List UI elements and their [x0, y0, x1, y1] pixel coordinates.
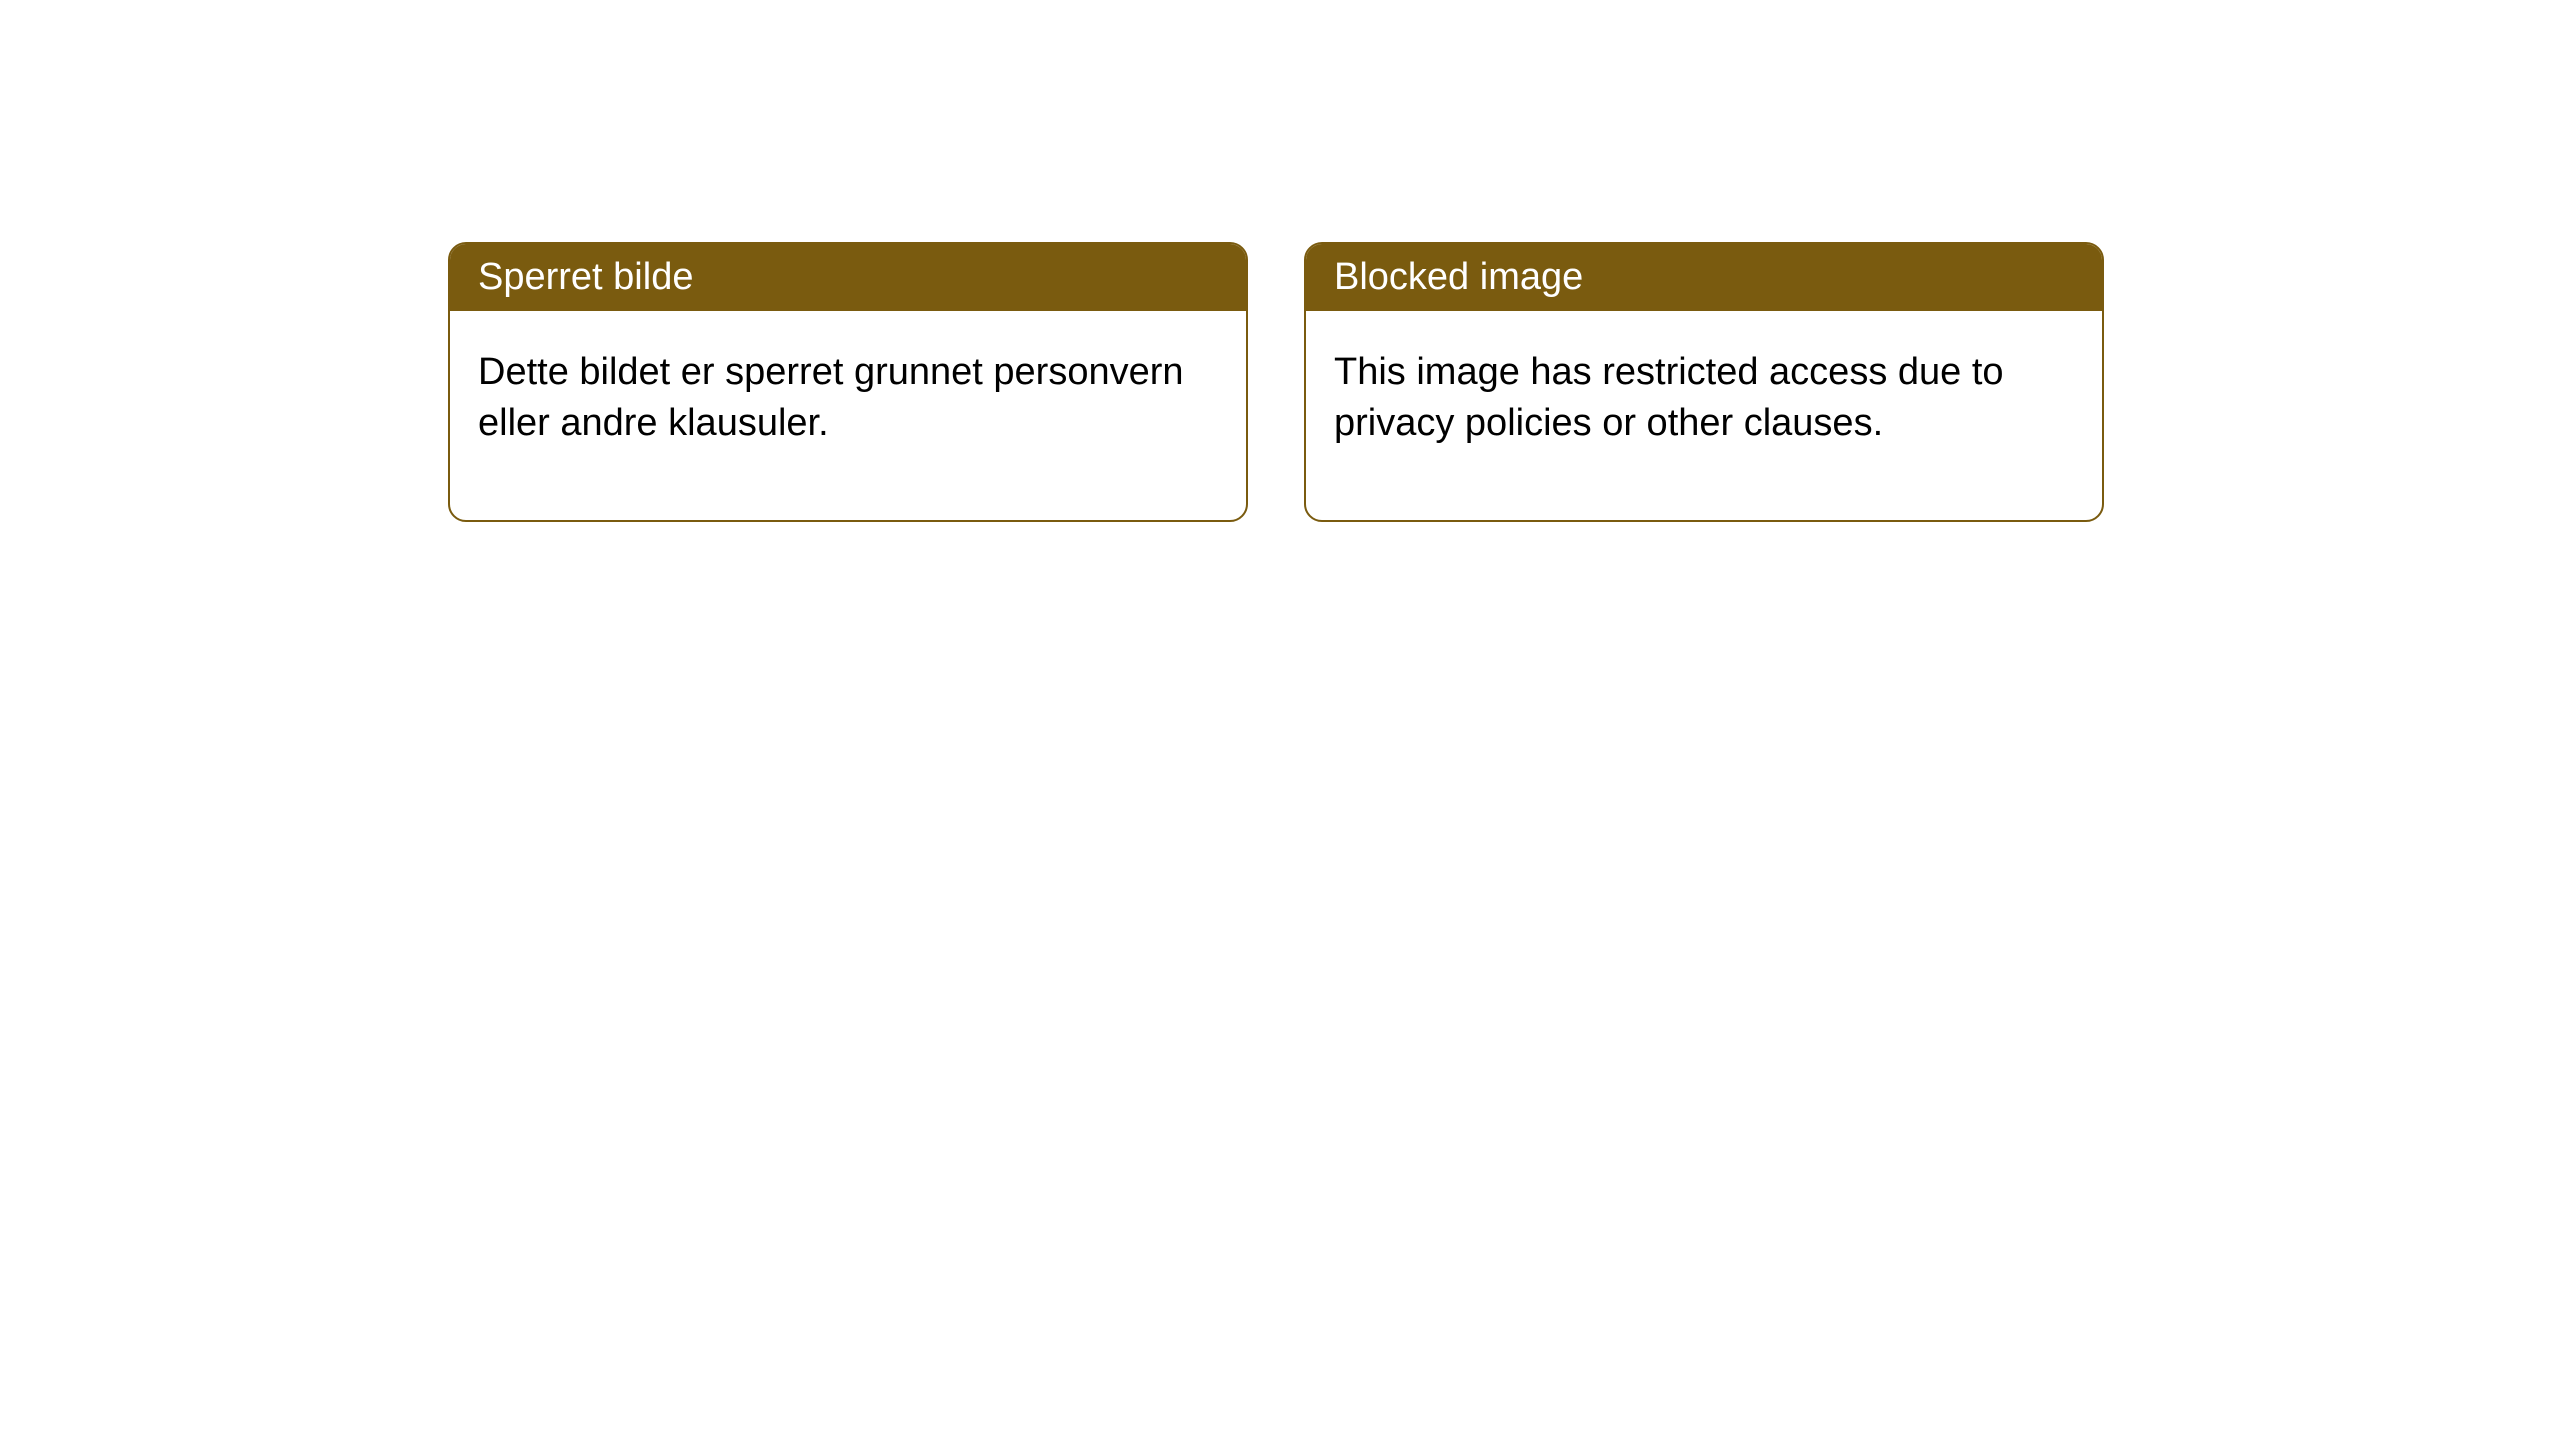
card-body-text: Dette bildet er sperret grunnet personve… [478, 351, 1184, 444]
card-header-text: Blocked image [1334, 256, 1583, 298]
card-header-text: Sperret bilde [478, 256, 693, 298]
card-header: Sperret bilde [450, 244, 1246, 311]
card-body: Dette bildet er sperret grunnet personve… [450, 311, 1246, 520]
card-header: Blocked image [1306, 244, 2102, 311]
card-body-text: This image has restricted access due to … [1334, 351, 2004, 444]
notice-card-english: Blocked image This image has restricted … [1304, 242, 2104, 522]
notice-card-container: Sperret bilde Dette bildet er sperret gr… [448, 242, 2104, 522]
notice-card-norwegian: Sperret bilde Dette bildet er sperret gr… [448, 242, 1248, 522]
card-body: This image has restricted access due to … [1306, 311, 2102, 520]
